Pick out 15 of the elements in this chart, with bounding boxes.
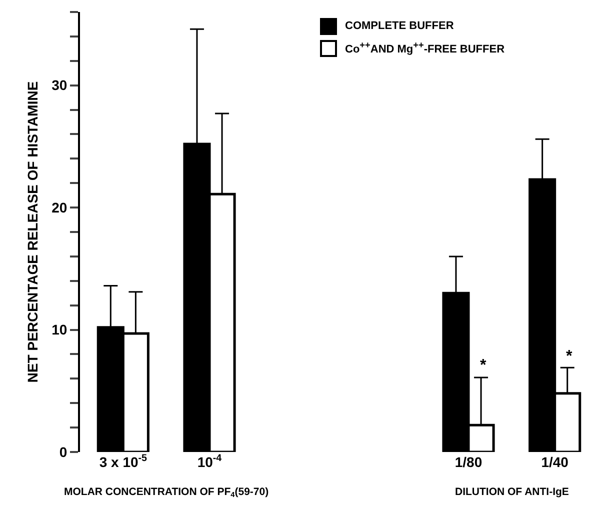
y-tick-label: 30: [52, 77, 68, 94]
annotation: *: [566, 348, 573, 365]
x-axis-title: MOLAR CONCENTRATION OF PF$_{4}$(59-70): [64, 486, 269, 500]
text: DILUTION OF ANTI-IgE: [455, 486, 569, 498]
x-tick-label: 3 x 10$^{-5}$: [99, 453, 148, 470]
annotation: *: [480, 357, 487, 374]
y-tick-label: 20: [52, 199, 68, 216]
y-axis-title: NET PERCENTAGE RELEASE OF HISTAMINE: [24, 81, 41, 383]
legend-label: COMPLETE BUFFER: [345, 20, 454, 32]
legend-label: Co$^{++}$AND Mg$^{++}$-FREE BUFFER: [345, 40, 505, 56]
x-tick-label: 10$^{-4}$: [197, 453, 222, 470]
y-tick-label: 10: [52, 322, 68, 338]
y-tick-label: 0: [59, 444, 68, 460]
x-tick-label: 1/80: [454, 454, 482, 470]
x-tick-label: 1/40: [541, 454, 569, 470]
